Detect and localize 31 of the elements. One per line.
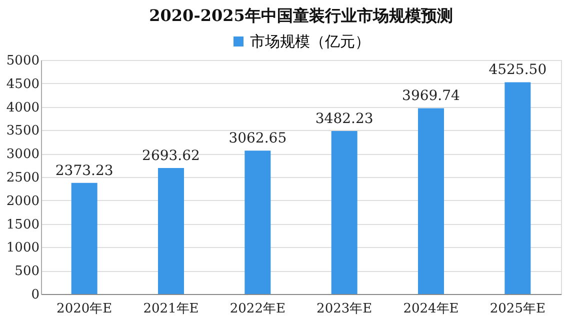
y-tick-label: 5000 [6,54,40,68]
y-tick-label: 1500 [6,217,40,232]
text: 3062.65 [228,130,287,147]
bar [504,82,531,294]
bar [331,131,358,294]
x-tick-label: 2022年E [230,302,286,316]
text: 3969.74 [402,88,460,104]
text: 3482.23 [315,111,374,128]
y-tick-label: 4000 [6,100,40,116]
y-tick-label: 4500 [6,76,40,92]
y-tick-label: 3500 [6,124,40,139]
y-tick-label: 1000 [6,240,40,256]
y-tick-label: 2500 [6,170,40,186]
y-tick-label: 0 [31,288,40,302]
x-tick-label: 2024年E [403,302,459,316]
text: 2373.23 [55,162,114,179]
x-tick-label: 2025年E [490,302,546,316]
y-tick-label: 3000 [6,147,40,162]
x-tick-label: 2021年E [143,302,199,316]
chart-title: 2020-2025年中国童装行业市场规模预测 [149,6,453,25]
text: 4525.50 [488,62,547,78]
x-tick-label: 2020年E [56,302,112,316]
bar [158,168,184,294]
x-tick-label: 2023年E [316,302,372,316]
y-tick-label: 500 [14,264,40,280]
bar [244,150,271,294]
legend-label: 市场规模（亿元） [250,32,370,50]
y-tick-label: 2000 [6,194,40,209]
bar [71,182,98,294]
text: 2693.62 [142,148,200,164]
bar [418,108,444,294]
